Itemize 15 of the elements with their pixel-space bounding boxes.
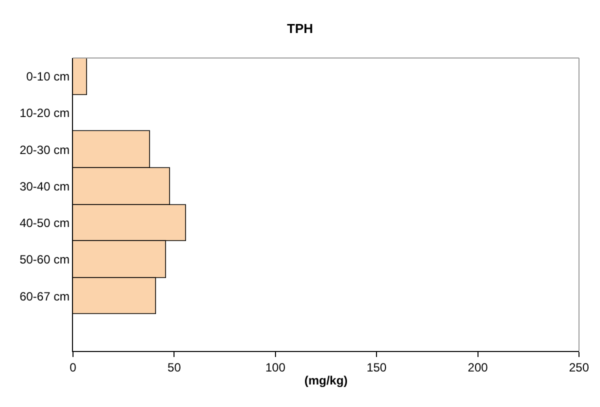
x-tick-label: 250 <box>568 360 590 374</box>
x-tick-label: 0 <box>70 360 77 374</box>
x-tick-label: 100 <box>265 360 286 374</box>
y-tick-label: 0-10 cm <box>26 70 70 84</box>
x-tick-label: 200 <box>468 360 488 374</box>
y-tick-label: 30-40 cm <box>20 179 70 194</box>
y-tick-label: 40-50 cm <box>20 216 70 230</box>
y-tick-label: 10-20 cm <box>20 106 70 120</box>
x-tick-label: 50 <box>168 360 182 374</box>
chart-title: TPH <box>287 21 313 36</box>
y-tick-label: 50-60 cm <box>20 252 70 267</box>
x-tick-label: 150 <box>366 360 387 374</box>
x-axis-title: (mg/kg) <box>304 373 348 388</box>
y-tick-label: 20-30 cm <box>20 142 70 157</box>
y-tick-label: 60-67 cm <box>20 289 70 304</box>
